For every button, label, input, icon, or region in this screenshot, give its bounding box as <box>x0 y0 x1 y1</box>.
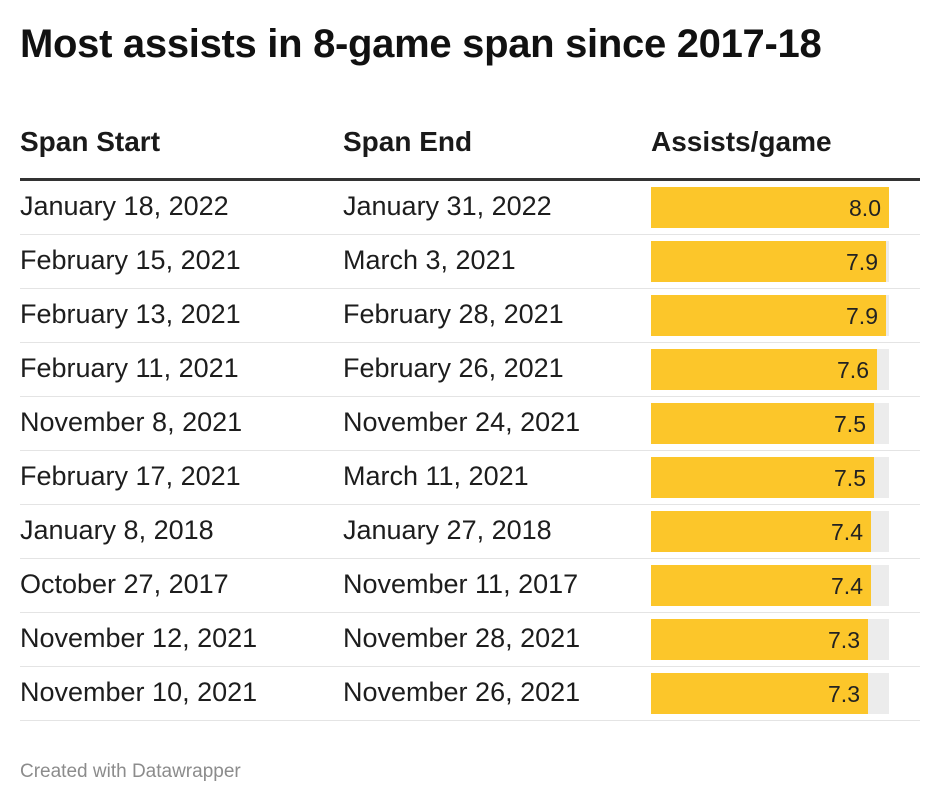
bar-value-label: 7.3 <box>828 627 860 653</box>
assists-bar: 7.6 <box>651 349 877 390</box>
span-start-cell: November 10, 2021 <box>20 677 258 707</box>
bar-track: 7.5 <box>651 403 889 444</box>
span-start-cell: November 8, 2021 <box>20 407 243 437</box>
span-end-cell: March 11, 2021 <box>343 461 529 491</box>
header-assists-per-game: Assists/game <box>651 126 832 157</box>
assists-bar: 7.4 <box>651 511 871 552</box>
span-end-cell: February 26, 2021 <box>343 353 564 383</box>
assists-bar: 7.5 <box>651 403 874 444</box>
span-end-cell: March 3, 2021 <box>343 245 516 275</box>
span-start-cell: January 8, 2018 <box>20 515 214 545</box>
span-end-cell: November 11, 2017 <box>343 569 579 599</box>
table-row: November 8, 2021 November 24, 2021 7.5 <box>20 397 920 451</box>
assists-bar: 8.0 <box>651 187 889 228</box>
bar-track: 7.6 <box>651 349 889 390</box>
header-span-end: Span End <box>343 126 473 157</box>
table-row: October 27, 2017 November 11, 2017 7.4 <box>20 559 920 613</box>
span-start-cell: November 12, 2021 <box>20 623 258 653</box>
table-row: February 15, 2021 March 3, 2021 7.9 <box>20 235 920 289</box>
attribution-footer[interactable]: Created with Datawrapper <box>20 761 241 782</box>
bar-value-label: 7.3 <box>828 681 860 707</box>
table-row: January 8, 2018 January 27, 2018 7.4 <box>20 505 920 559</box>
span-start-cell: February 15, 2021 <box>20 245 241 275</box>
assists-table: Span Start Span End Assists/game January… <box>20 120 920 721</box>
chart-title: Most assists in 8-game span since 2017-1… <box>20 22 822 66</box>
table-row: February 11, 2021 February 26, 2021 7.6 <box>20 343 920 397</box>
assists-bar: 7.4 <box>651 565 871 606</box>
bar-value-label: 7.6 <box>837 357 869 383</box>
bar-track: 7.3 <box>651 673 889 714</box>
span-start-cell: January 18, 2022 <box>20 191 229 221</box>
span-start-cell: February 11, 2021 <box>20 353 239 383</box>
span-start-cell: February 17, 2021 <box>20 461 241 491</box>
bar-value-label: 7.9 <box>846 249 878 275</box>
bar-track: 7.4 <box>651 511 889 552</box>
bar-track: 7.3 <box>651 619 889 660</box>
span-end-cell: January 31, 2022 <box>343 191 552 221</box>
span-end-cell: November 28, 2021 <box>343 623 581 653</box>
bar-track: 7.5 <box>651 457 889 498</box>
table-row: February 17, 2021 March 11, 2021 7.5 <box>20 451 920 505</box>
bar-value-label: 7.9 <box>846 303 878 329</box>
table-body: January 18, 2022 January 31, 2022 8.0 Febru… <box>20 181 920 721</box>
assists-bar: 7.5 <box>651 457 874 498</box>
span-end-cell: November 24, 2021 <box>343 407 581 437</box>
span-start-cell: February 13, 2021 <box>20 299 241 329</box>
bar-track: 8.0 <box>651 187 889 228</box>
bar-track: 7.9 <box>651 295 889 336</box>
bar-track: 7.9 <box>651 241 889 282</box>
span-end-cell: January 27, 2018 <box>343 515 552 545</box>
table-row: February 13, 2021 February 28, 2021 7.9 <box>20 289 920 343</box>
bar-track: 7.4 <box>651 565 889 606</box>
span-end-cell: November 26, 2021 <box>343 677 581 707</box>
bar-value-label: 8.0 <box>849 195 881 221</box>
bar-value-label: 7.5 <box>834 411 866 437</box>
assists-bar: 7.3 <box>651 673 868 714</box>
assists-bar: 7.3 <box>651 619 868 660</box>
bar-value-label: 7.5 <box>834 465 866 491</box>
header-span-start: Span Start <box>20 126 161 157</box>
span-end-cell: February 28, 2021 <box>343 299 564 329</box>
bar-value-label: 7.4 <box>831 519 863 545</box>
table-row: November 10, 2021 November 26, 2021 7.3 <box>20 667 920 721</box>
table-row: January 18, 2022 January 31, 2022 8.0 <box>20 181 920 235</box>
span-start-cell: October 27, 2017 <box>20 569 229 599</box>
assists-bar: 7.9 <box>651 295 886 336</box>
table-row: November 12, 2021 November 28, 2021 7.3 <box>20 613 920 667</box>
table-header: Span Start Span End Assists/game <box>20 120 920 181</box>
bar-value-label: 7.4 <box>831 573 863 599</box>
assists-bar: 7.9 <box>651 241 886 282</box>
